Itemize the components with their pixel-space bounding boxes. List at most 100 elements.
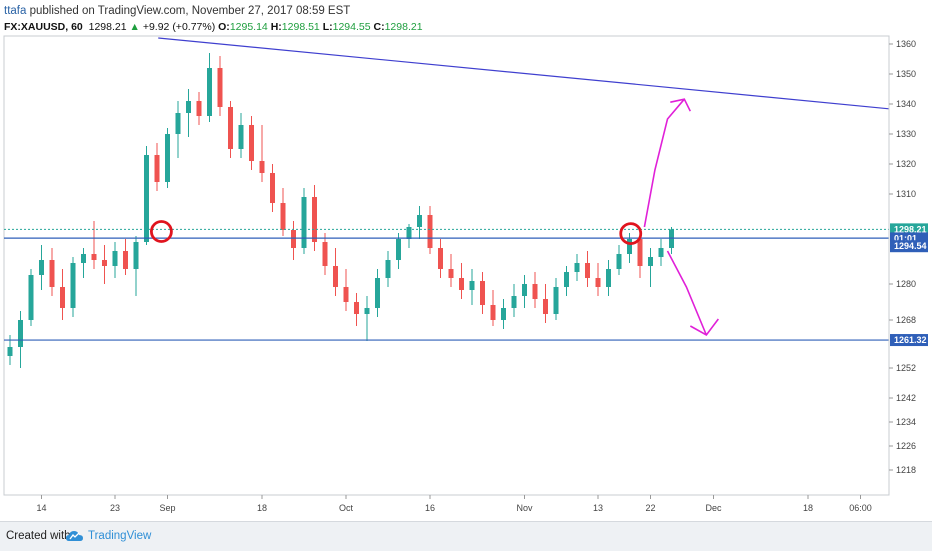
candle-body [7,347,13,356]
price-tag-box [890,223,928,236]
published-text: published on TradingView.com, November 2… [26,5,351,17]
time-axis[interactable]: 14 23 Sep 18 Oct 16 Nov 13 22 Dec 18 06:00 [36,495,872,513]
time-tick-label: 14 [36,503,46,513]
change-up-icon: ▲ [129,21,140,33]
candle-body [186,101,191,113]
low-value: 1294.55 [332,21,371,33]
price-chart[interactable]: 1360 1350 1340 1330 1320 1310 1280 1268 1252 1242… [0,0,932,521]
highlight-circle [149,220,173,243]
candle-body [501,308,506,320]
bearish-projection-arrow [666,250,708,336]
candle-body [396,239,401,260]
candle-body [60,287,65,308]
time-tick-label: 13 [593,503,603,513]
high-label: H: [270,21,282,33]
candle-body [385,260,391,278]
candle-body [91,254,97,260]
author-link[interactable]: ttafa [4,5,27,17]
price-tag-box [890,334,928,347]
candle-body [228,107,233,149]
price-tick-label: 1234 [896,417,916,427]
symbol-label: FX:XAUUSD, 60 [4,21,83,33]
close-value: 1298.21 [384,21,423,33]
candle-body [238,125,244,149]
candle-body [448,269,454,278]
candle-body [249,125,254,161]
tradingview-brand-link[interactable]: TradingView [88,530,152,542]
close-label: C: [373,21,385,33]
candle-body [196,101,202,116]
time-tick-label: 18 [257,503,267,513]
candle-body [18,320,23,347]
candle-body [459,278,464,290]
price-tick-label: 1320 [896,159,916,169]
price-tick-label: 1340 [896,99,916,109]
price-tick-label: 1280 [896,279,916,289]
candle-body [270,173,275,203]
candle-body [312,197,317,242]
bearish-arrowhead [689,318,719,337]
time-tick-label: Sep [159,503,175,513]
candle-body [543,299,548,314]
price-tick-label: 1218 [896,465,916,475]
price-axis[interactable]: 1360 1350 1340 1330 1320 1310 1280 1268 1252 1242… [889,39,916,475]
candle-body [364,308,370,314]
candle-body [301,197,307,248]
time-tick-label: 16 [425,503,435,513]
candle-body [259,161,265,173]
high-value: 1298.51 [281,21,320,33]
candle-body [112,251,118,266]
price-tag-label: 01:01 [894,233,917,243]
time-tick-label: 18 [803,503,813,513]
candle-body [658,248,664,257]
created-with-text: Created with [6,530,71,542]
candle-body [490,305,496,320]
candle-body [585,263,590,278]
bullish-arrowhead [670,98,692,112]
candle-body [532,284,538,299]
candle-body [49,260,55,287]
candle-body [406,227,412,239]
candle-body [480,281,485,305]
candle-body [606,269,611,287]
price-tick-label: 1268 [896,315,916,325]
candle-body [438,248,443,269]
footer-bar: Created with TradingView [0,521,932,551]
candle-body [354,302,359,314]
candle-body [616,254,622,269]
candle-body [375,278,380,308]
candle-body [427,215,433,248]
drawings-layer [4,37,890,341]
last-price: 1298.21 [88,21,127,33]
symbol-info-line: FX:XAUUSD, 60 1298.21 ▲ +9.92 (+0.77%) O… [4,21,423,33]
plot-area[interactable] [3,35,890,496]
candle-body [165,134,170,182]
candle-body [522,284,527,296]
time-tick-label: Dec [705,503,722,513]
candle-body [144,155,149,242]
candle-body [574,263,580,272]
price-tick-label: 1330 [896,129,916,139]
candle-body [648,257,653,266]
candle-body [469,281,475,290]
candle-body [175,113,181,134]
candle-body [553,287,559,314]
time-tick-label: Nov [516,503,533,513]
descending-trendline [158,37,890,110]
tradingview-cloud-icon[interactable] [66,529,84,543]
bullish-projection-arrow [643,98,685,228]
publication-line: ttafa published on TradingView.com, Nove… [4,5,350,17]
candle-body [28,275,34,320]
candle-body [322,242,328,266]
candle-body [207,68,212,116]
candle-body [102,260,107,266]
candle-body [81,254,86,263]
time-tick-label: Oct [339,503,354,513]
price-tag-label: 1261.32 [894,335,927,345]
price-tag-box [890,240,928,253]
low-label: L: [322,21,333,33]
price-tick-label: 1350 [896,69,916,79]
price-tick-label: 1252 [896,363,916,373]
candle-body [511,296,517,308]
